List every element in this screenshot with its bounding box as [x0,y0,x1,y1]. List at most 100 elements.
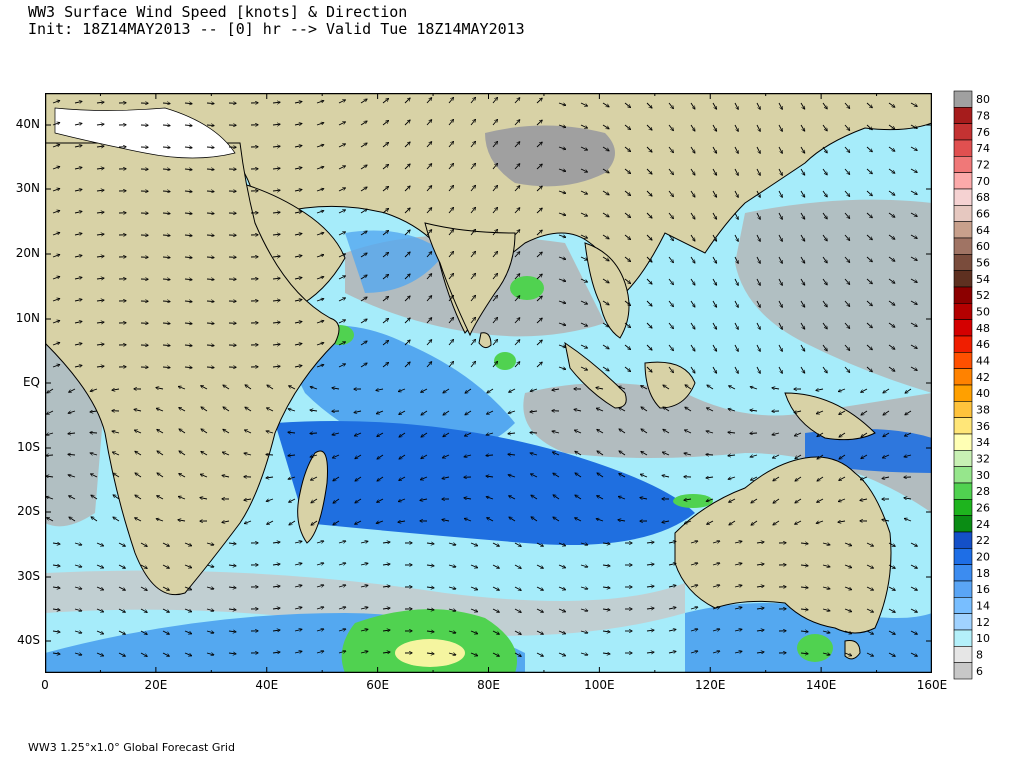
wind-arrow [184,191,192,192]
wind-arrow [597,473,604,478]
wind-arrow [822,168,827,175]
wind-arrow [382,297,388,302]
wind-arrow [734,563,742,565]
wind-arrow [668,102,673,109]
wind-arrow [288,455,296,456]
wind-arrow [646,564,654,565]
wind-arrow [443,432,450,437]
wind-arrow [750,387,758,390]
wind-arrow [580,168,587,172]
wind-arrow [294,190,302,192]
wind-arrow [404,164,410,170]
wind-arrow [888,564,895,568]
wind-arrow [795,454,802,459]
wind-arrow [272,652,280,653]
legend-label: 8 [976,649,983,662]
wind-arrow [866,300,872,306]
wind-arrow [206,279,214,280]
wind-arrow [712,212,717,219]
wind-arrow [844,146,850,152]
wind-arrow [602,102,609,107]
wind-arrow [266,498,274,501]
wind-arrow [646,168,652,174]
wind-arrow [646,278,652,284]
wind-arrow [338,210,345,214]
wind-arrow [74,211,82,213]
wind-arrow [888,146,895,151]
wind-arrow [52,189,60,192]
wind-arrow [866,102,872,108]
wind-arrow [712,651,720,653]
wind-arrow [800,565,808,566]
wind-arrow [734,607,742,609]
wind-arrow [52,233,60,236]
wind-arrow [206,345,214,346]
wind-arrow [839,388,846,392]
wind-arrow [421,410,428,415]
wind-arrow [96,256,104,257]
wind-arrow [487,410,494,414]
wind-arrow [426,565,434,566]
wind-arrow [838,521,846,522]
wind-arrow [558,542,565,546]
wind-arrow [382,275,388,280]
wind-arrow [904,498,912,499]
wind-arrow [514,230,520,236]
legend-label: 44 [976,355,990,368]
legend-swatch [953,254,973,271]
legend-label: 30 [976,469,990,482]
wind-arrow [888,234,895,239]
lon-label: 20E [144,678,168,692]
wind-arrow [184,147,192,148]
wind-arrow [426,186,432,192]
wind-arrow [289,520,296,525]
wind-arrow [844,278,850,284]
wind-arrow [844,630,852,634]
wind-arrow [162,103,170,104]
legend-label: 78 [976,110,990,123]
wind-arrow [360,607,368,609]
land-indochina [584,242,630,339]
wind-arrow [712,168,717,175]
wind-arrow [294,300,302,302]
legend-label: 70 [976,175,990,188]
wind-arrow [514,362,520,368]
wind-arrow [52,587,60,588]
wind-arrow [844,586,852,590]
wind-arrow [575,518,582,522]
wind-arrow [68,433,76,434]
wind-arrow [316,563,324,565]
wind-arrow [470,542,478,546]
wind-arrow [668,563,676,565]
wind-arrow [756,168,760,175]
wind-arrow [866,630,873,634]
wind-arrow [316,629,324,631]
wind-arrow [272,146,280,147]
wind-arrow [910,586,917,590]
wind-arrow [734,366,738,373]
wind-arrow [624,212,630,217]
wind-arrow [360,563,368,565]
wind-arrow [707,385,714,390]
wind-arrow [580,146,587,150]
legend-label: 38 [976,404,990,417]
wind-arrow [294,344,302,346]
wind-arrow [184,213,192,214]
wind-arrow [800,609,808,610]
wind-arrow [377,498,384,502]
legend-swatch [953,319,973,337]
legend-label: 64 [976,224,990,237]
wind-arrow [267,385,274,390]
wind-arrow [399,476,406,480]
wind-arrow [96,652,103,656]
wind-arrow [690,102,695,109]
legend-swatch [953,564,973,582]
wind-arrow [690,585,698,587]
wind-arrow [684,453,692,455]
wind-arrow [399,432,406,437]
wind-arrow [778,256,782,263]
wind-arrow [179,474,186,478]
wind-arrow [266,477,274,478]
wind-arrow [888,630,895,634]
gale-zone-west-australia [673,494,713,508]
